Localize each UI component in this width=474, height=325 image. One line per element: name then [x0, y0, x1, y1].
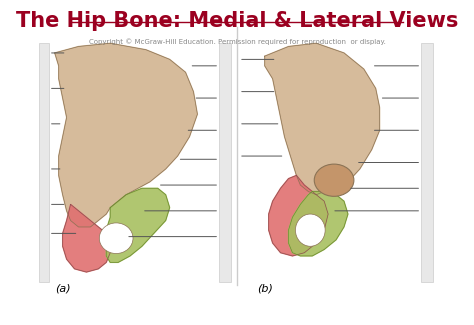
Polygon shape	[106, 188, 170, 262]
Polygon shape	[63, 204, 110, 272]
Polygon shape	[289, 191, 348, 256]
Text: Copyright © McGraw-Hill Education. Permission required for reproduction  or disp: Copyright © McGraw-Hill Education. Permi…	[89, 38, 385, 45]
Text: The Hip Bone: Medial & Lateral Views: The Hip Bone: Medial & Lateral Views	[16, 11, 458, 31]
FancyBboxPatch shape	[421, 43, 433, 282]
Ellipse shape	[295, 214, 325, 246]
Text: (a): (a)	[55, 283, 70, 293]
Polygon shape	[55, 43, 197, 227]
Circle shape	[314, 164, 354, 196]
Polygon shape	[269, 176, 328, 256]
Polygon shape	[265, 43, 380, 195]
Text: (b): (b)	[257, 283, 273, 293]
FancyBboxPatch shape	[39, 43, 49, 282]
FancyBboxPatch shape	[219, 43, 231, 282]
Ellipse shape	[100, 223, 133, 254]
